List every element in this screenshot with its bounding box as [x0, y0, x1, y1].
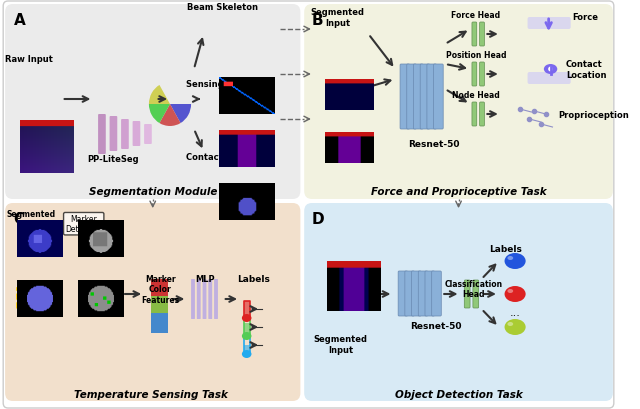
Bar [151, 296, 168, 321]
FancyBboxPatch shape [121, 120, 129, 150]
FancyBboxPatch shape [398, 271, 408, 316]
Text: ...: ... [509, 307, 520, 317]
Bar [151, 279, 168, 309]
Ellipse shape [504, 319, 525, 335]
FancyBboxPatch shape [98, 115, 106, 155]
Text: Sensing Region: Sensing Region [186, 80, 259, 89]
Bar [244, 319, 250, 335]
Text: D: D [312, 211, 324, 227]
Ellipse shape [504, 286, 525, 302]
FancyBboxPatch shape [144, 125, 152, 145]
FancyBboxPatch shape [109, 117, 117, 152]
Wedge shape [149, 105, 170, 124]
Wedge shape [159, 105, 180, 127]
FancyBboxPatch shape [407, 65, 417, 130]
Text: Segmented
Input: Segmented Input [311, 8, 365, 28]
FancyBboxPatch shape [425, 271, 435, 316]
Text: Resnet-50: Resnet-50 [408, 139, 460, 148]
Wedge shape [170, 105, 191, 124]
FancyBboxPatch shape [479, 23, 484, 47]
Bar [244, 301, 250, 317]
Bar [244, 301, 250, 317]
Ellipse shape [504, 254, 525, 270]
FancyBboxPatch shape [527, 73, 571, 85]
Text: Marker
Detection: Marker Detection [65, 214, 102, 234]
Ellipse shape [242, 314, 252, 322]
Text: Force: Force [573, 12, 598, 21]
FancyBboxPatch shape [209, 279, 212, 319]
Ellipse shape [242, 332, 252, 340]
FancyBboxPatch shape [420, 65, 430, 130]
Bar [244, 323, 250, 335]
FancyBboxPatch shape [214, 279, 218, 319]
Text: Classification
Head: Classification Head [445, 279, 503, 299]
FancyBboxPatch shape [5, 5, 300, 200]
Text: Labels: Labels [489, 245, 522, 254]
Text: Force Head: Force Head [451, 11, 500, 20]
Text: Node Head: Node Head [452, 91, 500, 100]
Text: Segmented
Input: Segmented Input [314, 334, 367, 354]
FancyBboxPatch shape [405, 271, 415, 316]
FancyBboxPatch shape [191, 279, 195, 319]
Text: Raw Input: Raw Input [5, 55, 53, 64]
Text: C: C [13, 211, 25, 227]
FancyBboxPatch shape [304, 204, 613, 401]
FancyBboxPatch shape [434, 65, 443, 130]
Text: Beam Skeleton: Beam Skeleton [188, 3, 258, 12]
Text: Labels: Labels [237, 274, 270, 283]
FancyBboxPatch shape [472, 103, 477, 127]
Ellipse shape [544, 65, 557, 75]
Text: Contact Region: Contact Region [186, 153, 259, 162]
FancyBboxPatch shape [132, 122, 140, 147]
Text: MLP: MLP [196, 274, 215, 283]
Wedge shape [149, 86, 170, 105]
FancyBboxPatch shape [479, 103, 484, 127]
Ellipse shape [508, 322, 513, 326]
Text: Contact
Location: Contact Location [566, 60, 607, 79]
FancyBboxPatch shape [464, 280, 470, 308]
Text: Segmentation Module: Segmentation Module [88, 187, 217, 196]
Text: Proprioception: Proprioception [558, 110, 629, 119]
FancyBboxPatch shape [472, 23, 477, 47]
Text: Temperature Sensing Task: Temperature Sensing Task [74, 389, 228, 399]
FancyBboxPatch shape [304, 5, 613, 200]
FancyBboxPatch shape [527, 18, 571, 30]
FancyBboxPatch shape [203, 279, 207, 319]
Bar [151, 313, 168, 333]
Bar [17, 288, 44, 310]
FancyBboxPatch shape [5, 204, 300, 401]
FancyBboxPatch shape [472, 63, 477, 87]
FancyBboxPatch shape [400, 65, 410, 130]
FancyBboxPatch shape [419, 271, 428, 316]
Text: B: B [312, 13, 323, 28]
Text: Force and Proprioceptive Task: Force and Proprioceptive Task [371, 187, 547, 196]
FancyBboxPatch shape [413, 65, 423, 130]
Text: PP-LiteSeg: PP-LiteSeg [88, 155, 140, 164]
Ellipse shape [548, 67, 553, 72]
FancyBboxPatch shape [427, 65, 436, 130]
Text: Resnet-50: Resnet-50 [410, 321, 461, 330]
FancyBboxPatch shape [473, 280, 479, 308]
Text: Position Head: Position Head [445, 51, 506, 60]
Ellipse shape [242, 350, 252, 358]
Text: Object Detection Task: Object Detection Task [395, 389, 522, 399]
Ellipse shape [508, 289, 513, 293]
FancyBboxPatch shape [432, 271, 442, 316]
FancyBboxPatch shape [412, 271, 421, 316]
Text: A: A [13, 13, 26, 28]
Bar [244, 345, 250, 353]
Bar [244, 337, 250, 353]
Ellipse shape [508, 256, 513, 261]
Text: Segmented
Input: Segmented Input [6, 209, 56, 229]
FancyBboxPatch shape [479, 63, 484, 87]
FancyBboxPatch shape [197, 279, 201, 319]
Text: Marker
Color
Features: Marker Color Features [141, 274, 179, 304]
